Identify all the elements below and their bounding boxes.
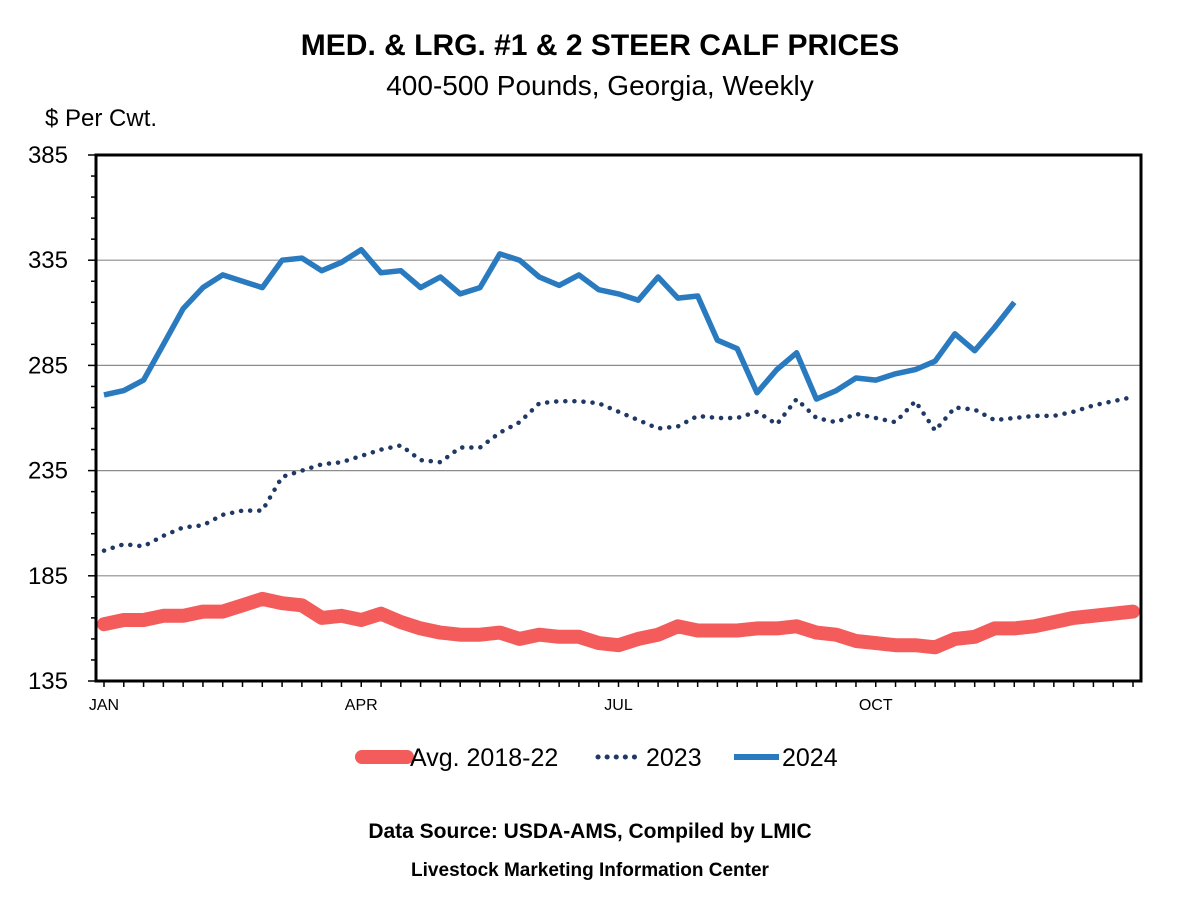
- data-source-note: Data Source: USDA-AMS, Compiled by LMIC: [368, 820, 811, 843]
- x-tick-label: JAN: [89, 697, 119, 714]
- series-line-avg-2018-22: [97, 591, 1140, 655]
- x-axis-ticks: JAN APR JUL OCT: [89, 681, 1134, 714]
- legend-label-avg-2018-22: Avg. 2018-22: [410, 744, 558, 772]
- y-axis-ticks: 135 185 235 285 335 385: [28, 142, 96, 695]
- y-tick-label: 385: [28, 142, 68, 169]
- y-tick-label: 185: [28, 563, 68, 590]
- y-tick-label: 285: [28, 352, 68, 379]
- y-tick-label: 235: [28, 458, 68, 485]
- organization-name: Livestock Marketing Information Center: [411, 860, 770, 881]
- chart-title: MED. & LRG. #1 & 2 STEER CALF PRICES: [301, 29, 899, 62]
- y-tick-label: 335: [28, 247, 68, 274]
- series-lines: [97, 246, 1140, 655]
- y-tick-label: 135: [28, 668, 68, 695]
- gridlines: [96, 259, 1141, 577]
- x-tick-label: OCT: [859, 697, 893, 714]
- series-line-2024: [103, 246, 1017, 402]
- series-line-2023: [101, 394, 1136, 553]
- y-axis-label: $ Per Cwt.: [45, 105, 157, 132]
- chart-subtitle: 400-500 Pounds, Georgia, Weekly: [386, 70, 814, 101]
- legend-label-2024: 2024: [782, 744, 838, 772]
- legend-label-2023: 2023: [646, 744, 702, 772]
- x-tick-label: APR: [345, 697, 378, 714]
- x-tick-label: JUL: [604, 697, 633, 714]
- legend: Avg. 2018-22 2023 2024: [355, 744, 838, 772]
